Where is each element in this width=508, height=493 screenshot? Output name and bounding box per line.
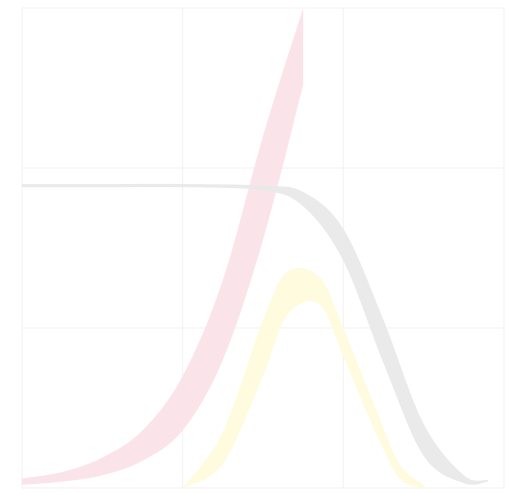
series-band-3 [182,267,424,488]
series-band-2 [22,183,488,485]
series-band-1 [22,8,304,485]
series-layer [22,8,488,488]
